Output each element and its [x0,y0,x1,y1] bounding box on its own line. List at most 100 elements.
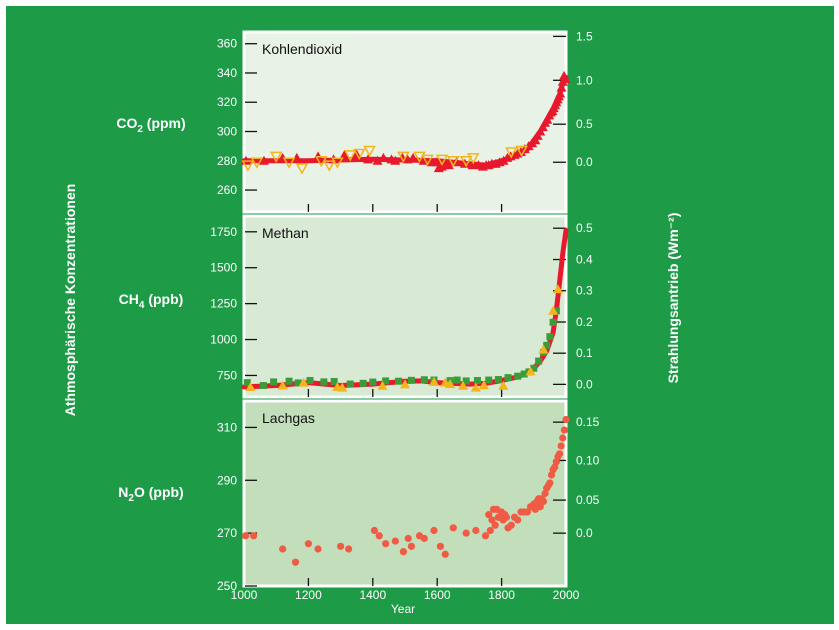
data-point [447,156,460,168]
y-tick-label: 360 [217,37,237,51]
gas-label-formula: CO [116,115,137,131]
data-point [408,152,419,162]
y-tick-label: 260 [217,183,237,197]
data-point [277,380,288,390]
data-point [404,534,412,543]
data-point [372,155,383,165]
data-point [337,542,345,550]
data-point [435,154,449,166]
data-point [304,540,312,548]
gas-label-unit: (ppm) [143,115,186,131]
data-point [472,526,480,535]
data-point [473,376,481,384]
data-point [377,380,388,390]
data-point [459,156,473,168]
y-tick-label: 310 [217,420,237,434]
data-point [400,379,410,389]
data-point [530,364,538,372]
data-point [243,379,251,387]
x-tick-label: 1600 [424,588,451,602]
data-point [306,376,314,384]
gas-label-formula: N [118,484,128,500]
data-point [485,376,493,384]
y-tick-label: 1750 [210,225,237,239]
data-point [539,497,548,506]
data-point [523,508,531,516]
data-point [282,157,296,169]
data-point [428,376,439,386]
gas-label-subscript: 4 [139,300,145,311]
data-point [343,150,357,162]
data-point [413,151,426,163]
panel-title: Kohlendioxid [262,41,342,57]
data-point [504,147,518,159]
data-point [378,152,389,162]
x-tick-label: 1400 [359,588,386,602]
data-point [430,526,438,535]
data-point [548,305,559,315]
data-point [555,88,566,98]
data-point [535,357,543,365]
gas-label-unit: O (ppb) [134,484,184,500]
data-point [462,377,470,385]
gas-label: CH4 (ppb) [119,291,184,311]
panel-3: Lachgas N2O (ppb) 250 270 290 310 0.0 0.05 0.10 0… [118,399,600,593]
data-point [395,377,403,385]
y-tick-label: 300 [217,125,237,139]
data-point [269,151,283,163]
data-point [279,545,287,553]
data-point [552,284,563,294]
data-point [466,153,480,165]
data-point [478,380,489,390]
x-tick-label: 1000 [231,588,258,602]
panel-background [242,30,568,214]
panel-background [242,399,568,588]
data-point [242,532,250,540]
data-point [560,73,571,83]
y-tick-label: 1500 [210,261,237,275]
right-tick-label: 0.0 [576,377,593,391]
data-point [536,503,544,511]
y-tick-label: 1000 [210,333,237,347]
y-tick-label: 750 [217,368,237,382]
data-point [449,524,457,532]
data-point [397,151,410,163]
data-point [241,160,255,172]
data-point [339,149,350,159]
data-point [407,376,415,384]
data-point [515,145,528,158]
data-point [295,163,309,175]
data-point [502,513,511,521]
panel-2: Methan CH4 (ppb) 750 1000 1250 1500 1750 0.0 0.1… [119,214,593,399]
data-point [470,382,481,392]
right-tick-label: 0.05 [576,493,600,507]
data-point [546,479,554,487]
data-point [250,532,258,540]
right-tick-label: 1.5 [576,29,593,43]
data-point [346,380,354,388]
right-tick-label: 1.0 [576,73,593,87]
data-point [259,382,267,390]
right-tick-label: 0.4 [576,253,593,267]
right-tick-label: 0.5 [576,117,593,131]
data-point [453,376,461,384]
x-tick-label: 1800 [488,588,515,602]
data-point [491,521,499,529]
data-point [313,151,324,161]
data-point [391,537,399,545]
right-tick-label: 0.0 [576,526,593,540]
data-point [543,341,551,349]
gas-label: CO2 (ppm) [116,115,185,135]
right-tick-label: 0.1 [576,346,593,360]
y-tick-label: 270 [217,526,237,540]
data-point [441,550,449,558]
data-point [514,516,522,524]
gas-label-unit: (ppb) [144,291,183,307]
data-point [494,375,502,383]
data-point [520,370,528,378]
x-tick-label: 1200 [295,588,322,602]
data-point [498,380,509,390]
data-point [291,152,302,162]
data-point [481,532,490,540]
